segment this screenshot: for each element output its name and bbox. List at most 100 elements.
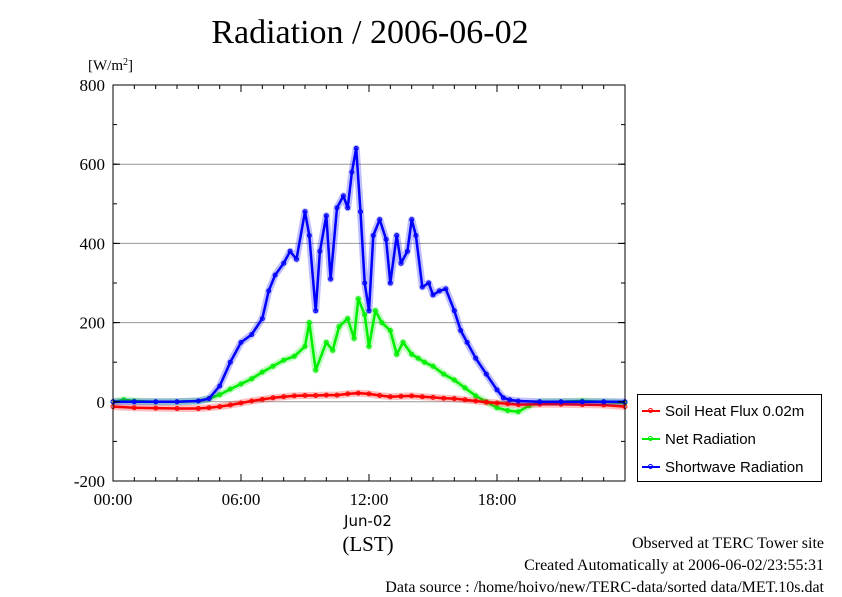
x-tick-label: 00:00: [94, 490, 133, 509]
data-point: [558, 399, 564, 405]
data-point: [249, 376, 255, 382]
data-point: [217, 383, 223, 389]
chart-title: Radiation / 2006-06-02: [211, 14, 529, 51]
data-point: [515, 398, 521, 404]
data-point: [227, 402, 233, 408]
data-point: [206, 396, 212, 402]
data-point: [291, 353, 297, 359]
legend-swatch-shortwave: [642, 461, 660, 473]
data-point: [355, 296, 361, 302]
data-point: [458, 328, 464, 333]
data-point: [227, 386, 233, 392]
series-spread: [113, 144, 625, 406]
data-point: [334, 205, 340, 211]
y-tick-label: -200: [74, 472, 105, 491]
data-point: [473, 355, 479, 361]
data-point: [398, 260, 404, 266]
data-point: [441, 395, 447, 401]
footer-source: Data source : /home/hoivo/new/TERC-data/…: [385, 579, 824, 596]
data-point: [430, 394, 436, 400]
data-point: [238, 339, 244, 345]
data-point: [302, 209, 308, 215]
data-point: [281, 394, 287, 400]
legend-label-net: Net Radiation: [665, 430, 756, 448]
data-point: [515, 409, 521, 415]
data-point: [601, 399, 607, 405]
data-point: [404, 248, 410, 254]
data-point: [505, 401, 511, 407]
x-axis-label: (LST): [342, 532, 393, 556]
series-layer: [110, 144, 628, 416]
data-point: [409, 217, 415, 223]
data-point: [537, 399, 543, 405]
data-point: [443, 286, 449, 292]
data-point: [483, 371, 489, 377]
legend-item-shortwave: Shortwave Radiation: [642, 457, 803, 477]
data-point: [249, 398, 255, 404]
data-point: [131, 399, 137, 405]
legend-label-shortwave: Shortwave Radiation: [665, 458, 804, 476]
data-point: [323, 392, 329, 398]
data-point: [422, 359, 427, 365]
data-point: [377, 393, 383, 398]
legend-item-soil-heat-flux: Soil Heat Flux 0.02m: [642, 401, 804, 421]
legend-item-net-radiation: Net Radiation: [642, 429, 756, 449]
data-point: [330, 347, 336, 353]
y-tick-label: 0: [97, 393, 106, 412]
data-point: [505, 408, 511, 413]
footer-created: Created Automatically at 2006-06-02/23:5…: [524, 557, 824, 574]
data-point: [383, 236, 389, 242]
data-point: [462, 397, 468, 403]
data-point: [334, 392, 340, 398]
legend-swatch-soil: [642, 405, 660, 417]
axis-layer: -200 0 200 400 600 800 00:00 06:00 12:00 18:00: [74, 76, 625, 509]
data-point: [494, 405, 500, 411]
data-point: [345, 391, 351, 397]
series-line: [112, 391, 626, 410]
data-point: [494, 400, 500, 406]
data-point: [409, 393, 415, 399]
data-point: [153, 405, 159, 411]
data-point: [266, 288, 272, 294]
data-point: [272, 272, 278, 278]
data-point: [579, 399, 585, 405]
data-point: [345, 316, 351, 322]
data-point: [430, 292, 436, 298]
data-point: [217, 392, 223, 398]
data-point: [394, 351, 400, 357]
data-point: [174, 399, 180, 405]
data-point: [483, 399, 489, 405]
data-point: [195, 398, 201, 404]
data-point: [398, 393, 404, 399]
data-point: [238, 381, 244, 387]
data-point: [281, 357, 287, 363]
legend-swatch-net: [642, 433, 660, 445]
data-point: [366, 391, 372, 397]
data-point: [441, 371, 447, 377]
data-point: [291, 393, 297, 399]
data-point: [351, 335, 357, 341]
data-point: [349, 169, 355, 175]
data-point: [328, 276, 334, 282]
data-point: [426, 280, 432, 286]
data-point: [494, 387, 500, 393]
data-point: [281, 260, 287, 266]
data-point: [355, 390, 361, 396]
data-point: [306, 320, 312, 326]
data-point: [500, 395, 506, 401]
y-tick-label: 800: [80, 76, 106, 95]
data-point: [387, 394, 393, 400]
data-point: [259, 316, 265, 322]
data-point: [400, 339, 406, 345]
data-point: [409, 351, 415, 357]
data-point: [473, 393, 479, 399]
data-point: [302, 343, 308, 349]
data-point: [217, 404, 223, 410]
data-point: [313, 308, 319, 314]
data-point: [462, 385, 468, 391]
data-point: [270, 395, 276, 401]
y-unit-close: ]: [128, 58, 133, 74]
data-point: [313, 367, 319, 373]
y-tick-label: 600: [80, 155, 106, 174]
